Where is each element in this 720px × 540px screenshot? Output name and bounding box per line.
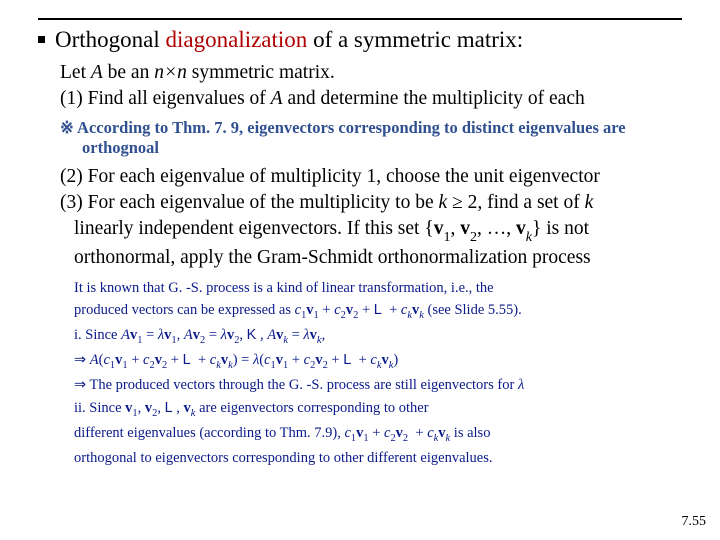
body-text: Let A be an n×n symmetric matrix. (1) Fi… [38, 61, 682, 112]
t: is also [450, 425, 490, 441]
step-2: (2) For each eigenvalue of multiplicity … [60, 165, 682, 190]
theorem-note: ※ According to Thm. 7. 9, eigenvectors c… [38, 118, 682, 159]
proof-l7: different eigenvalues (according to Thm.… [74, 422, 688, 447]
t: k [439, 192, 448, 213]
t: v [516, 218, 526, 239]
t: and determine the multiplicity of each [283, 88, 585, 109]
t: , [450, 218, 460, 239]
expr: Av1 = λv1, Av2 = λv2, K , Avk = λvk, [121, 327, 325, 343]
t: ii. Since [74, 400, 125, 416]
step-3-line1: (3) For each eigenvalue of the multiplic… [60, 191, 682, 216]
proof-l5: ⇒ The produced vectors through the G. -S… [74, 374, 688, 396]
t: produced vectors can be expressed as [74, 302, 295, 318]
proof-l6: ii. Since v1, v2, L , vk are eigenvector… [74, 397, 688, 422]
t: } is not [532, 218, 589, 239]
expr: c1v1 + c2v2 + L + ckvk [295, 302, 424, 318]
proof-box: It is known that G. -S. process is a kin… [74, 277, 688, 470]
t: A [271, 88, 283, 109]
t: n×n [154, 62, 187, 83]
note-symbol: ※ [60, 118, 77, 137]
proof-l3: i. Since Av1 = λv1, Av2 = λv2, K , Avk =… [74, 324, 688, 349]
t: Let [60, 62, 91, 83]
t: 1 [443, 229, 450, 245]
t: ≥ 2, find a set of [447, 192, 584, 213]
horizontal-rule [38, 18, 682, 20]
t: A [91, 62, 103, 83]
note-line2: orthognoal [60, 138, 682, 159]
t: k [585, 192, 594, 213]
t: (3) For each eigenvalue of the multiplic… [60, 192, 439, 213]
let-line: Let A be an n×n symmetric matrix. [60, 61, 682, 86]
title-prefix: Orthogonal [55, 27, 166, 52]
t: ⇒ The produced vectors through the G. -S… [74, 377, 518, 393]
expr: c1v1 + c2v2 + ckvk [344, 425, 450, 441]
t: linearly independent eigenvectors. If th… [74, 218, 434, 239]
square-bullet-icon [38, 36, 45, 43]
t: are eigenvectors corresponding to other [195, 400, 428, 416]
t: be an [103, 62, 154, 83]
expr: v1, v2, L , vk [125, 400, 195, 416]
body-text-2: (2) For each eigenvalue of multiplicity … [38, 165, 682, 271]
t: ⇒ [74, 352, 90, 368]
proof-l8: orthogonal to eigenvectors corresponding… [74, 447, 688, 469]
step-1: (1) Find all eigenvalues of A and determ… [60, 87, 682, 112]
step-3-line2: linearly independent eigenvectors. If th… [60, 217, 682, 245]
t: v [434, 218, 444, 239]
t: i. Since [74, 327, 121, 343]
proof-l4: ⇒ A(c1v1 + c2v2 + L + ckvk) = λ(c1v1 + c… [74, 349, 688, 374]
title-text: Orthogonal diagonalization of a symmetri… [55, 26, 523, 55]
t: v [460, 218, 470, 239]
title-suffix: of a symmetric matrix: [307, 27, 523, 52]
title-highlight: diagonalization [166, 27, 308, 52]
t: 2 [470, 229, 477, 245]
t: k [526, 229, 532, 245]
t: λ [518, 377, 524, 393]
t: (see Slide 5.55). [424, 302, 522, 318]
t: (1) Find all eigenvalues of [60, 88, 271, 109]
step-3-line3: orthonormal, apply the Gram-Schmidt orth… [60, 246, 682, 271]
page-number: 7.55 [682, 514, 707, 530]
t: symmetric matrix. [187, 62, 335, 83]
expr: A(c1v1 + c2v2 + L + ckvk) = λ(c1v1 + c2v… [90, 352, 398, 368]
slide-title: Orthogonal diagonalization of a symmetri… [38, 26, 682, 55]
t: , …, [477, 218, 516, 239]
t: different eigenvalues (according to Thm.… [74, 425, 344, 441]
proof-l1: It is known that G. -S. process is a kin… [74, 277, 688, 299]
note-line1: According to Thm. 7. 9, eigenvectors cor… [77, 118, 626, 137]
proof-l2: produced vectors can be expressed as c1v… [74, 299, 688, 324]
